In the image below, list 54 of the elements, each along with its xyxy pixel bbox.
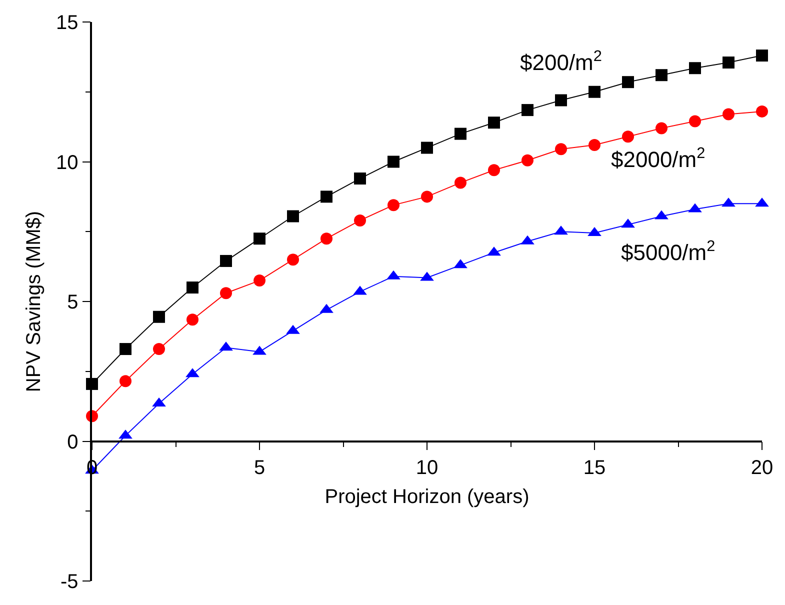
point xyxy=(421,142,433,154)
y-tick-label: -5 xyxy=(60,571,78,593)
y-tick-label: 0 xyxy=(67,431,78,454)
point xyxy=(622,76,634,88)
point xyxy=(354,214,366,226)
point xyxy=(186,314,198,326)
point xyxy=(522,104,534,116)
point xyxy=(287,210,299,222)
point xyxy=(656,122,668,134)
point xyxy=(220,254,232,267)
point xyxy=(756,105,768,118)
x-tick-label: 15 xyxy=(583,457,606,479)
point xyxy=(454,128,466,140)
point xyxy=(588,86,600,98)
point xyxy=(454,176,466,189)
point xyxy=(421,190,433,203)
point xyxy=(689,115,701,128)
point xyxy=(254,274,266,287)
x-tick-label: 10 xyxy=(416,457,438,479)
point xyxy=(220,287,232,300)
point xyxy=(186,282,198,294)
point xyxy=(254,232,266,245)
point xyxy=(555,143,567,156)
y-tick-label: 10 xyxy=(56,152,78,174)
annotation: $2000/m$^{2}$ xyxy=(611,145,706,172)
point xyxy=(488,116,500,129)
point xyxy=(153,343,165,356)
point xyxy=(388,199,400,212)
point xyxy=(689,62,701,74)
annotation: $5000/m$^{2}$ xyxy=(621,238,716,266)
point xyxy=(722,108,734,120)
annotation: $200/m$^{2}$ xyxy=(520,48,602,76)
y-tick-label: 5 xyxy=(67,292,78,314)
point xyxy=(354,172,366,185)
point xyxy=(320,190,332,203)
point xyxy=(555,94,567,106)
point xyxy=(287,254,299,266)
point xyxy=(656,69,668,82)
point xyxy=(756,50,768,62)
point xyxy=(320,232,332,245)
point xyxy=(622,130,634,143)
point xyxy=(488,164,500,176)
point xyxy=(120,343,132,356)
point xyxy=(588,138,600,151)
y-axis-title: NPV Savings (MM$) xyxy=(23,210,45,392)
point xyxy=(120,375,132,388)
point xyxy=(153,310,165,323)
point xyxy=(388,156,400,168)
point xyxy=(522,154,534,166)
x-tick-label: 5 xyxy=(254,457,266,479)
x-tick-label: 20 xyxy=(750,457,774,479)
x-axis-title: Project Horizon (years) xyxy=(324,486,530,508)
y-tick-label: 15 xyxy=(56,12,78,34)
point xyxy=(722,56,734,69)
